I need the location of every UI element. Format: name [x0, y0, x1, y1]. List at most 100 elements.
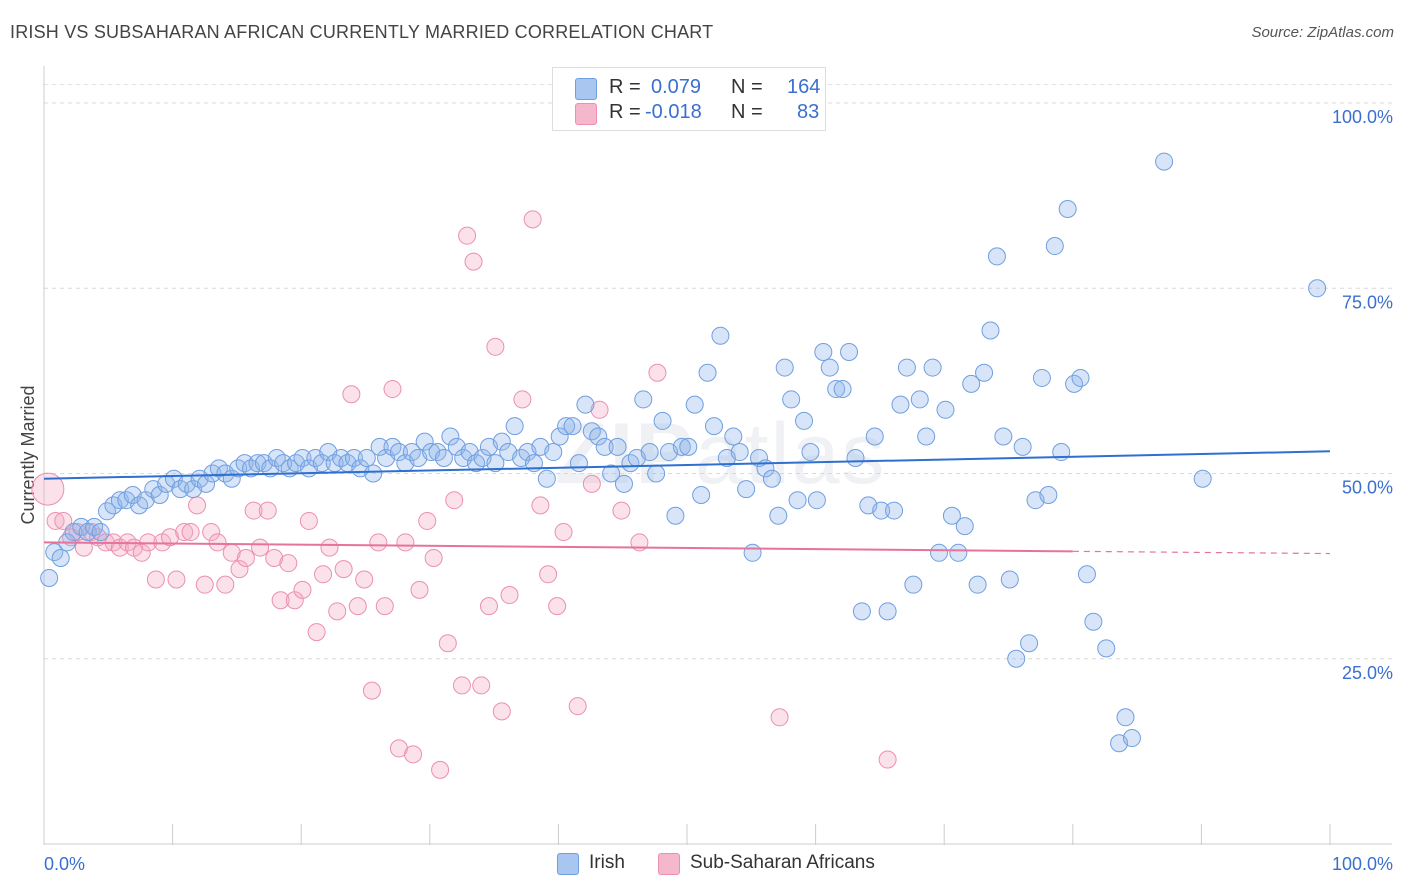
irish-point [150, 486, 169, 505]
y-tick-label: 75.0% [1342, 292, 1393, 312]
ssa-point [244, 501, 263, 520]
ssa-point [46, 511, 65, 530]
irish-point [614, 474, 633, 493]
irish-point [949, 543, 968, 562]
irish-point [640, 443, 659, 462]
irish-point [814, 343, 833, 362]
legend-n-label: N = [731, 101, 763, 123]
irish-point [608, 437, 627, 456]
ssa-point [208, 533, 227, 552]
x-tick-label: 100.0% [1332, 854, 1393, 874]
ssa-point [236, 548, 255, 567]
irish-point [743, 543, 762, 562]
ssa-point [500, 586, 519, 605]
irish-point [293, 448, 312, 467]
irish-point [724, 427, 743, 446]
bottom-legend-label-ssa: Sub-Saharan Africans [690, 852, 875, 873]
irish-point [820, 358, 839, 377]
bottom-legend-swatch-ssa [658, 853, 680, 875]
irish-point [801, 443, 820, 462]
ssa-point [314, 565, 333, 584]
irish-point [1084, 612, 1103, 631]
irish-point [486, 454, 505, 473]
irish-point [878, 602, 897, 621]
ssa-point [175, 523, 194, 542]
ssa-point [878, 750, 897, 769]
ssa-point [31, 472, 65, 506]
irish-point [769, 506, 788, 525]
irish-point [923, 358, 942, 377]
irish-point [865, 427, 884, 446]
irish-point [415, 432, 434, 451]
ssa-point [74, 538, 93, 557]
irish-point [544, 443, 563, 462]
irish-point [1007, 649, 1026, 668]
irish-point [827, 380, 846, 399]
irish-point [782, 390, 801, 409]
irish-point [1020, 634, 1039, 653]
irish-point [1032, 368, 1051, 387]
ssa-point [539, 565, 558, 584]
irish-point [505, 417, 524, 436]
ssa-point [404, 745, 423, 764]
irish-point [698, 363, 717, 382]
irish-point [737, 480, 756, 499]
irish-point [40, 568, 59, 587]
ssa-point [161, 528, 180, 547]
irish-point [930, 543, 949, 562]
irish-point [775, 358, 794, 377]
ssa-point [396, 533, 415, 552]
irish-point [975, 363, 994, 382]
irish-point [852, 602, 871, 621]
irish-point [666, 506, 685, 525]
irish-point [750, 448, 769, 467]
irish-point [1116, 708, 1135, 727]
irish-point [1077, 565, 1096, 584]
irish-point [1039, 486, 1058, 505]
ssa-point [271, 591, 290, 610]
ssa-point [369, 533, 388, 552]
irish-point [942, 506, 961, 525]
irish-point [685, 395, 704, 414]
legend-n-value: 164 [787, 76, 821, 98]
ssa-point [146, 570, 165, 589]
irish-point [711, 326, 730, 345]
legend-swatch-irish [575, 78, 597, 100]
irish-point [595, 437, 614, 456]
irish-point [994, 427, 1013, 446]
ssa-point [188, 496, 207, 515]
ssa-point [307, 623, 326, 642]
ssa-point [342, 385, 361, 404]
irish-point [788, 491, 807, 510]
irish-point [833, 380, 852, 399]
ssa-point [285, 591, 304, 610]
irish-point [634, 390, 653, 409]
irish-point [1193, 469, 1212, 488]
irish-point [357, 448, 376, 467]
irish-point [897, 358, 916, 377]
irish-point [1097, 639, 1116, 658]
ssa-point [410, 580, 429, 599]
irish-point [653, 411, 672, 430]
chart-title: IRISH VS SUBSAHARAN AFRICAN CURRENTLY MA… [10, 22, 714, 42]
irish-point [1071, 368, 1090, 387]
ssa-point [770, 708, 789, 727]
irish-point [1155, 152, 1174, 171]
ssa-point [216, 575, 235, 594]
ssa-point [458, 226, 477, 245]
ssa-point [167, 570, 186, 589]
irish-point [370, 437, 389, 456]
ssa-point [202, 523, 221, 542]
irish-point [872, 501, 891, 520]
irish-point [885, 501, 904, 520]
x-tick-label: 0.0% [44, 854, 85, 874]
irish-point [434, 448, 453, 467]
ssa-trend-line [43, 541, 1073, 553]
ssa-trend-extension [1072, 550, 1331, 555]
irish-trend-line [43, 450, 1331, 480]
ssa-point [464, 252, 483, 271]
legend-r-label: R = [609, 101, 641, 123]
ssa-point [181, 523, 200, 542]
ssa-point [230, 560, 249, 579]
ssa-point [590, 400, 609, 419]
